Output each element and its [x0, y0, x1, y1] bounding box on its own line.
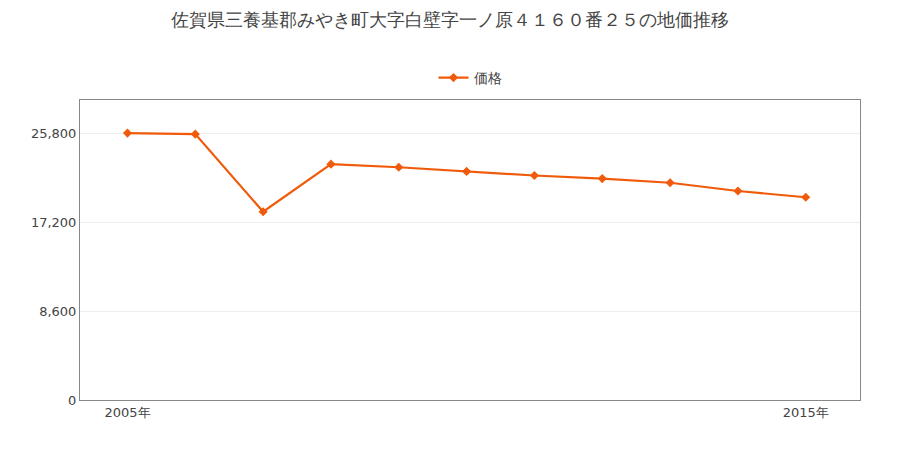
svg-text:価格: 価格 — [474, 70, 502, 86]
svg-text:17,200: 17,200 — [31, 215, 77, 230]
svg-text:25,800: 25,800 — [31, 126, 77, 141]
svg-text:2015年: 2015年 — [783, 405, 829, 420]
svg-text:2005年: 2005年 — [104, 405, 150, 420]
svg-text:0: 0 — [68, 393, 76, 408]
svg-text:佐賀県三養基郡みやき町大字白壁字一ノ原４１６０番２５の地価推: 佐賀県三養基郡みやき町大字白壁字一ノ原４１６０番２５の地価推移 — [171, 9, 729, 30]
svg-text:8,600: 8,600 — [39, 304, 76, 319]
